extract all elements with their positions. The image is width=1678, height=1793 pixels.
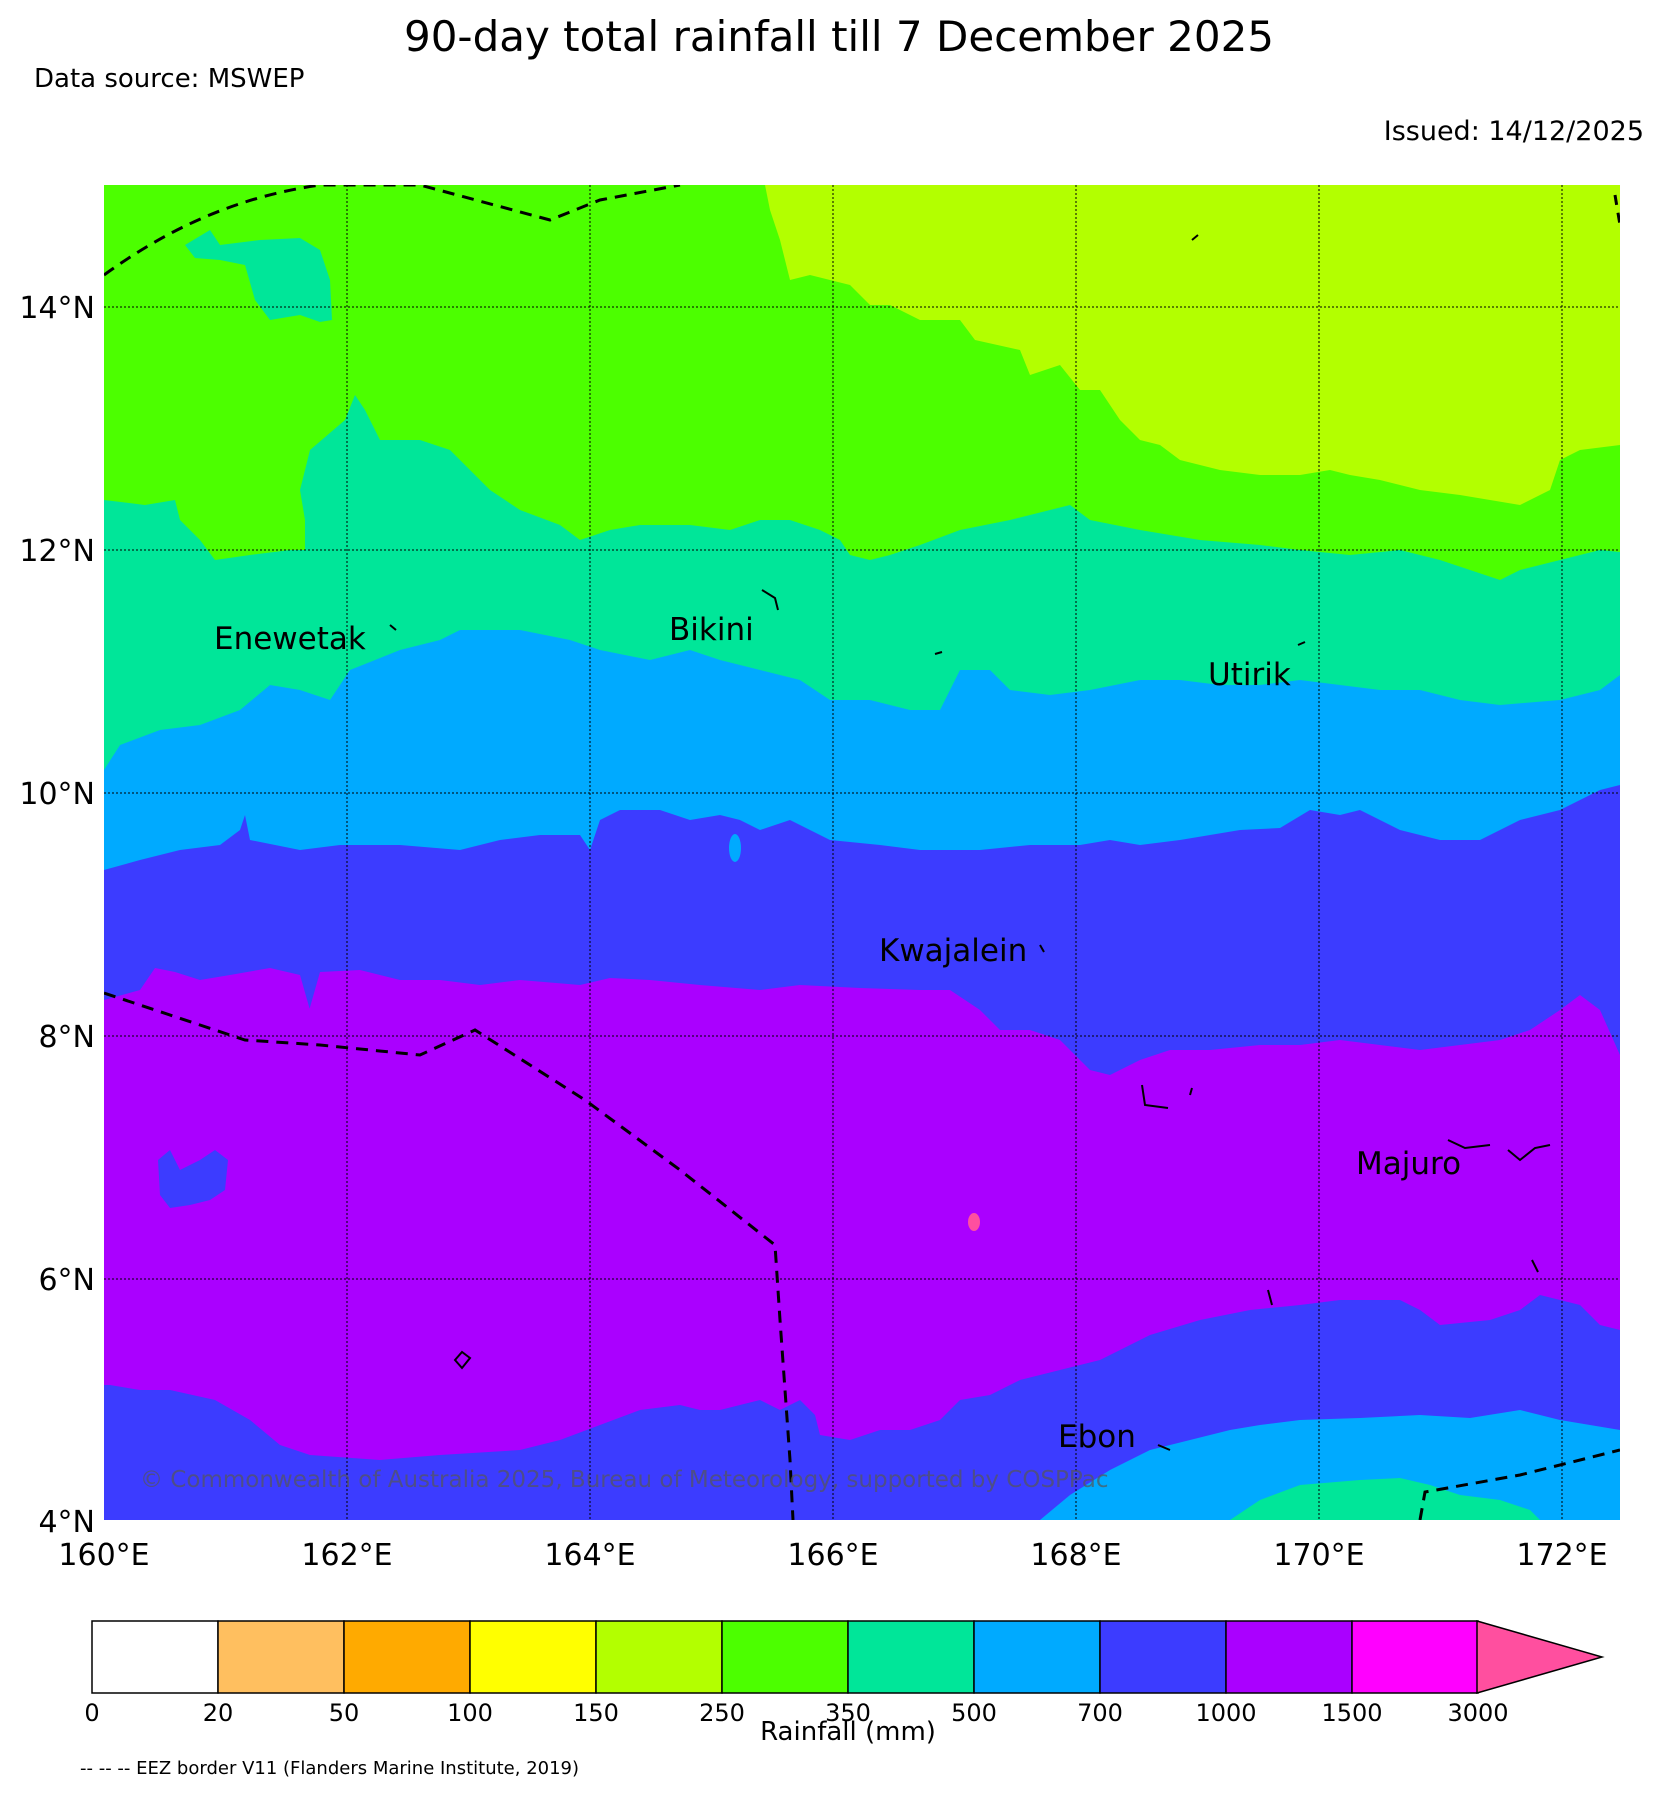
colorbar-cell bbox=[469, 1620, 597, 1694]
island-bikini bbox=[761, 589, 779, 611]
island-misc-1 bbox=[934, 651, 943, 655]
colorbar-tick-label: 250 bbox=[699, 1699, 745, 1727]
colorbar-extend-arrow bbox=[1476, 1620, 1605, 1694]
place-label-utirik: Utirik bbox=[1208, 657, 1291, 693]
colorbar-cell bbox=[1099, 1620, 1227, 1694]
lat-label-14n: 14°N bbox=[19, 291, 95, 326]
lon-label-162e: 162°E bbox=[301, 1538, 392, 1573]
colorbar-cell bbox=[1225, 1620, 1353, 1694]
island-misc-4 bbox=[453, 1350, 472, 1370]
place-label-majuro: Majuro bbox=[1356, 1146, 1461, 1182]
rain-spot-3000 bbox=[968, 1213, 980, 1231]
colorbar-cell bbox=[217, 1620, 345, 1694]
lon-label-160e: 160°E bbox=[58, 1538, 149, 1573]
rainfall-bands bbox=[104, 185, 1620, 1520]
colorbar-tick-label: 1000 bbox=[1195, 1699, 1256, 1727]
colorbar-tick-label: 350 bbox=[825, 1699, 871, 1727]
place-label-enewetak: Enewetak bbox=[214, 621, 366, 657]
colorbar-tick-label: 1500 bbox=[1321, 1699, 1382, 1727]
colorbar-cell bbox=[343, 1620, 471, 1694]
colorbar-tick-label: 500 bbox=[951, 1699, 997, 1727]
colorbar-tick-label: 3000 bbox=[1447, 1699, 1508, 1727]
colorbar-tick-label: 0 bbox=[84, 1699, 99, 1727]
colorbar-ticks: 0 20 50 100 150 250 350 500 700 1000 1500 3000 bbox=[84, 1699, 1508, 1727]
colorbar-cell bbox=[721, 1620, 849, 1694]
colorbar-cell bbox=[1351, 1620, 1479, 1694]
lat-label-4n: 4°N bbox=[38, 1505, 95, 1540]
lon-label-170e: 170°E bbox=[1273, 1538, 1364, 1573]
lat-label-12n: 12°N bbox=[19, 534, 95, 569]
colorbar-tick-label: 150 bbox=[573, 1699, 619, 1727]
colorbar-title: Rainfall (mm) bbox=[760, 1717, 936, 1747]
colorbar-cell bbox=[847, 1620, 975, 1694]
island-ebon bbox=[1157, 1444, 1171, 1451]
colorbar-cell bbox=[91, 1620, 219, 1694]
lon-label-164e: 164°E bbox=[544, 1538, 635, 1573]
copyright-text: © Commonwealth of Australia 2025, Bureau… bbox=[140, 1467, 1109, 1493]
place-label-kwajalein: Kwajalein bbox=[879, 933, 1027, 969]
band-1000-1500 bbox=[104, 968, 1620, 1460]
rain-spot-blue bbox=[729, 834, 741, 862]
eez-note: -- -- -- EEZ border V11 (Flanders Marine… bbox=[80, 1758, 580, 1779]
eez-border-ne bbox=[1613, 194, 1620, 226]
island-enewetak bbox=[389, 624, 397, 631]
map-title: 90-day total rainfall till 7 December 20… bbox=[403, 12, 1275, 61]
place-label-bikini: Bikini bbox=[669, 612, 754, 648]
island-misc-3 bbox=[1189, 1087, 1193, 1096]
band-350-500-south bbox=[1230, 1478, 1540, 1520]
colorbar-cell bbox=[973, 1620, 1101, 1694]
island-misc-2 bbox=[1141, 1084, 1169, 1109]
lon-label-168e: 168°E bbox=[1030, 1538, 1121, 1573]
place-label-ebon: Ebon bbox=[1058, 1419, 1136, 1455]
colorbar-tick-label: 50 bbox=[329, 1699, 360, 1727]
issued-date: Issued: 14/12/2025 bbox=[1383, 116, 1644, 147]
lat-label-8n: 8°N bbox=[38, 1020, 95, 1055]
band-350-500-blob bbox=[185, 230, 332, 322]
island-majuro bbox=[1447, 1139, 1551, 1162]
lon-label-172e: 172°E bbox=[1516, 1538, 1607, 1573]
data-source: Data source: MSWEP bbox=[34, 64, 305, 94]
colorbar-cell bbox=[595, 1620, 723, 1694]
eez-border-central bbox=[104, 991, 795, 1520]
lat-label-10n: 10°N bbox=[19, 777, 95, 812]
graticule bbox=[104, 185, 1620, 1520]
colorbar-tick-label: 100 bbox=[447, 1699, 493, 1727]
island-utirik bbox=[1297, 641, 1306, 646]
lon-label-166e: 166°E bbox=[787, 1538, 878, 1573]
lat-label-6n: 6°N bbox=[38, 1263, 95, 1298]
colorbar-tick-label: 20 bbox=[203, 1699, 234, 1727]
island-misc-7 bbox=[1191, 234, 1199, 241]
island-kwajalein bbox=[1039, 944, 1045, 953]
colorbar-tick-label: 700 bbox=[1077, 1699, 1123, 1727]
band-700-1000-blob bbox=[158, 1150, 228, 1208]
colorbar-cells bbox=[91, 1620, 1479, 1694]
eez-border-north bbox=[104, 185, 681, 277]
band-500-700-south bbox=[1040, 1410, 1620, 1520]
island-misc-5 bbox=[1267, 1289, 1273, 1306]
island-misc-6 bbox=[1531, 1259, 1539, 1273]
